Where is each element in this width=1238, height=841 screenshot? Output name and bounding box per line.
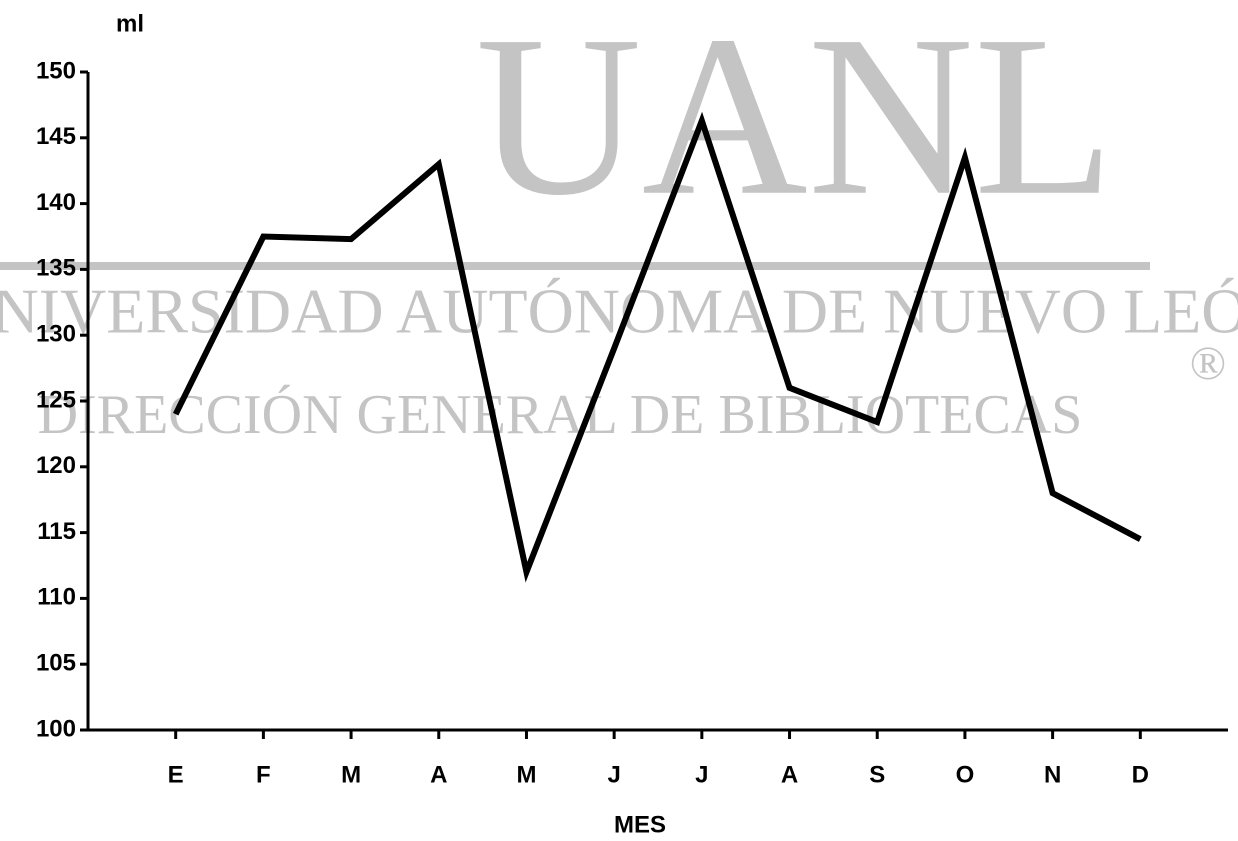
x-tick-label: D (1132, 761, 1149, 788)
x-tick-label: J (607, 761, 620, 788)
data-line (173, 111, 1142, 583)
y-tick-label: 115 (37, 518, 76, 545)
y-tick-label: 125 (36, 386, 76, 413)
y-tick-label: 140 (36, 189, 76, 216)
x-tick-label: A (430, 761, 447, 788)
x-tick-label: A (781, 761, 798, 788)
watermark-bar (0, 262, 1150, 270)
x-axis-label: MES (614, 811, 666, 838)
x-tick-label: E (168, 761, 184, 788)
watermark-logo-text: UANL (476, 0, 1115, 243)
y-tick-label: 105 (36, 650, 76, 677)
y-axis-label: ml (116, 10, 144, 37)
x-tick-label: O (956, 761, 975, 788)
watermark-registered: ® (1190, 337, 1226, 390)
watermark-direction: DIRECCIÓN GENERAL DE BIBLIOTECAS (38, 383, 1083, 446)
x-tick-label: M (341, 761, 361, 788)
x-tick-label: N (1044, 761, 1061, 788)
y-tick-label: 110 (37, 584, 76, 611)
y-tick-label: 135 (36, 255, 76, 282)
watermark: UANL UNIVERSIDAD AUTÓNOMA DE NUEVO LEÓN … (0, 0, 1238, 446)
x-tick-label: J (695, 761, 708, 788)
x-tick-label: S (869, 761, 885, 788)
y-tick-label: 150 (36, 57, 76, 84)
y-tick-label: 120 (36, 452, 76, 479)
x-tick-label: M (516, 761, 536, 788)
y-tick-label: 100 (36, 715, 76, 742)
x-tick-label: F (256, 761, 271, 788)
y-tick-label: 145 (36, 123, 76, 150)
y-tick-label: 130 (36, 321, 76, 348)
